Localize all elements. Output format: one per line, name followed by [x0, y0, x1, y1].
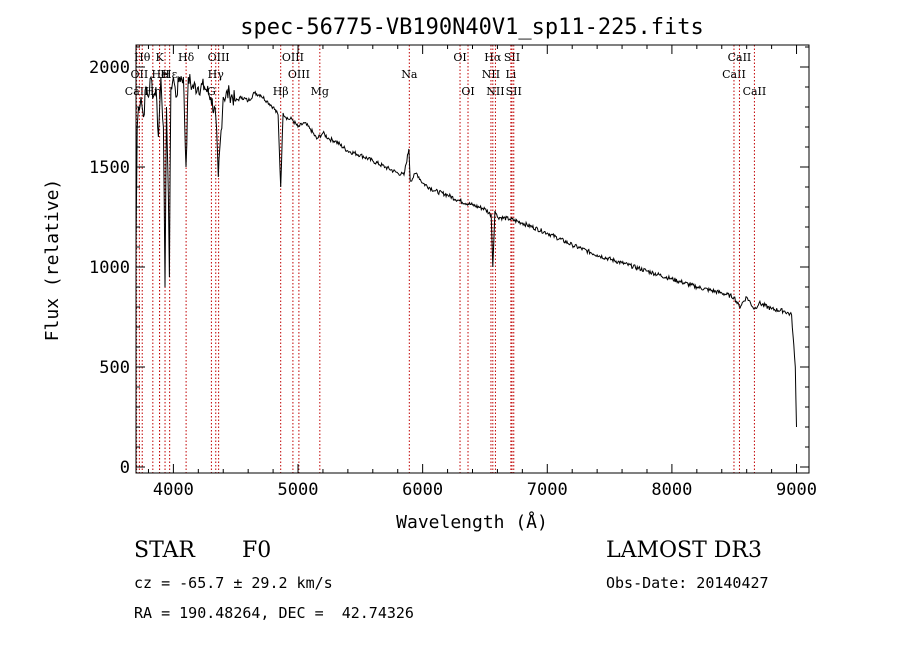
sky-coordinates: RA = 190.48264, DEC = 42.74326 — [134, 604, 414, 622]
line-label-19: Hα — [484, 51, 502, 64]
y-axis-label: Flux (relative) — [42, 179, 63, 342]
line-label-18: OI — [461, 85, 474, 98]
line-label-24: SII — [506, 85, 522, 98]
line-label-12: Hβ — [273, 85, 289, 98]
line-label-21: NII — [486, 85, 504, 98]
line-label-11: Hγ — [208, 68, 225, 81]
line-label-16: Na — [401, 68, 418, 81]
survey-name: LAMOST DR3 — [606, 538, 762, 563]
spectrum-plot: spec-56775-VB190N40V1_sp11-225.fits CaII… — [42, 15, 817, 533]
line-label-5: He — [152, 68, 168, 81]
line-label-1: Hθ — [134, 51, 151, 64]
x-axis-label: Wavelength (Å) — [396, 511, 548, 533]
y-tick-label: 2000 — [89, 58, 130, 78]
y-tick-label: 0 — [120, 458, 130, 478]
line-label-23: Li — [505, 68, 516, 81]
x-tick-label: 6000 — [402, 480, 443, 500]
line-label-26: CaII — [728, 51, 752, 64]
plot-frame — [135, 44, 810, 474]
line-label-17: OI — [453, 51, 466, 64]
line-label-27: CaII — [743, 85, 767, 98]
y-tick-label: 1000 — [89, 258, 130, 278]
flux-series-line — [135, 74, 797, 428]
line-label-9: G — [207, 85, 216, 98]
x-axis-ticks: 4000 5000 6000 7000 8000 9000 — [147, 45, 817, 500]
line-label-7: Hε — [162, 68, 178, 81]
line-label-2: OII — [131, 68, 149, 81]
object-class: STAR — [134, 538, 195, 563]
line-label-4: K — [155, 51, 164, 64]
y-tick-label: 500 — [99, 358, 130, 378]
line-label-8: Hδ — [178, 51, 195, 64]
spectral-line-markers: CaIIHθOIIHηKHeHHεHδGOIIIHγHβOIIIOIIIMgNa… — [125, 45, 766, 473]
line-label-20: NII — [482, 68, 500, 81]
observation-date: Obs-Date: 20140427 — [606, 574, 769, 592]
x-tick-label: 7000 — [527, 480, 568, 500]
x-tick-label: 8000 — [651, 480, 692, 500]
x-tick-label: 5000 — [278, 480, 319, 500]
line-label-10: OIII — [208, 51, 230, 64]
line-label-25: CaII — [722, 68, 746, 81]
line-label-22: SII — [504, 51, 520, 64]
y-tick-label: 1500 — [89, 158, 130, 178]
line-label-15: Mg — [311, 85, 329, 98]
object-subclass: F0 — [242, 538, 272, 563]
chart-title: spec-56775-VB190N40V1_sp11-225.fits — [240, 15, 704, 40]
x-tick-label: 9000 — [776, 480, 817, 500]
y-axis-ticks: 0 500 1000 1500 2000 — [89, 46, 809, 478]
line-label-14: OIII — [288, 68, 310, 81]
redshift-velocity: cz = -65.7 ± 29.2 km/s — [134, 574, 333, 592]
line-label-6: H — [160, 68, 170, 81]
x-tick-label: 4000 — [153, 480, 194, 500]
line-label-13: OIII — [282, 51, 304, 64]
